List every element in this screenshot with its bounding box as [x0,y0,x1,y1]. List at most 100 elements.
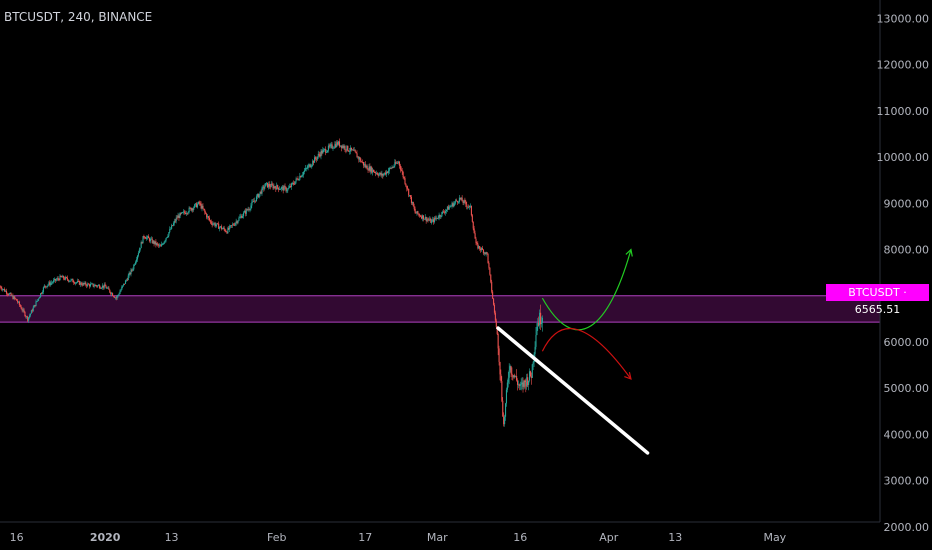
candle [16,298,18,301]
candle [307,163,309,171]
candle [249,208,251,213]
candle [506,379,508,393]
candle [39,296,41,299]
candle [477,241,479,250]
candle [70,278,72,283]
candle [66,275,68,282]
price-tick-label: 12000.00 [877,59,930,72]
candle [493,302,496,315]
candle [395,159,397,165]
candle [434,215,436,221]
price-tick-label: 11000.00 [877,105,930,118]
candle [422,215,424,222]
bearish-projection-arrow[interactable] [541,327,632,380]
candle [521,376,523,390]
candle [312,159,314,167]
candle [36,300,38,303]
candle [372,168,374,176]
candle [492,290,494,299]
candle [454,201,456,206]
candle [499,361,501,381]
candle [133,264,135,272]
candle [49,280,51,287]
candle [122,285,124,289]
candle [505,387,508,407]
candle [446,205,448,212]
candle [337,140,339,146]
candle [158,243,160,248]
candle [153,239,155,247]
candle [56,276,58,281]
candle [280,186,282,192]
candle [525,378,527,393]
candle [322,146,324,154]
candle [5,289,7,292]
zone-fill[interactable] [0,295,880,323]
candle [244,208,246,217]
candle [159,243,161,248]
time-tick-label: 16 [513,531,527,544]
time-tick-label: Mar [427,531,448,544]
candle [200,201,202,210]
candle [368,163,370,171]
candle [509,364,511,373]
candle [296,178,298,180]
candle [512,374,514,381]
candle [76,278,79,284]
price-tick-label: 13000.00 [877,12,930,25]
price-tick-label: 5000.00 [884,382,930,395]
candle [411,201,413,206]
candle [256,193,258,200]
candle [20,305,22,310]
candle [7,293,9,296]
candle [433,216,436,224]
candle [479,245,481,251]
candle [236,220,238,225]
candle [329,143,331,149]
candle [237,220,239,225]
candle [177,212,179,218]
candle [12,293,14,300]
candle [136,256,138,264]
candle [273,183,275,190]
candle [323,148,325,153]
candle [68,279,70,283]
candle [458,194,460,204]
candle [292,180,294,186]
candle [204,208,206,215]
price-axis[interactable]: 13000.00 12000.00 11000.00 10000.00 9000.00 8… [877,12,930,533]
trendline[interactable] [496,326,650,455]
candle [60,275,62,278]
candle [118,292,120,296]
candle [435,215,437,221]
bullish-projection-arrow[interactable] [541,249,632,331]
candle [26,315,28,319]
candle [537,318,539,331]
candle [347,145,349,152]
resistance-zone[interactable] [0,295,880,323]
candle [409,195,412,200]
candle [407,185,409,191]
candle [84,281,86,285]
candle [519,381,521,390]
time-axis[interactable]: 16 2020 13 Feb 17 Mar 16 Apr 13 May [10,531,787,544]
candle [74,281,76,285]
candle [258,193,260,199]
candle [125,278,127,282]
candle [196,202,199,209]
candle [290,182,293,190]
candle [438,212,440,221]
candle [143,234,145,239]
candle [215,222,217,229]
candle [15,298,17,300]
drawings[interactable] [496,248,650,455]
candle [481,247,483,252]
candle [326,150,329,153]
candle [385,169,388,177]
candle [306,165,308,170]
candle [540,304,542,330]
candle [252,199,254,203]
candle [82,281,84,286]
